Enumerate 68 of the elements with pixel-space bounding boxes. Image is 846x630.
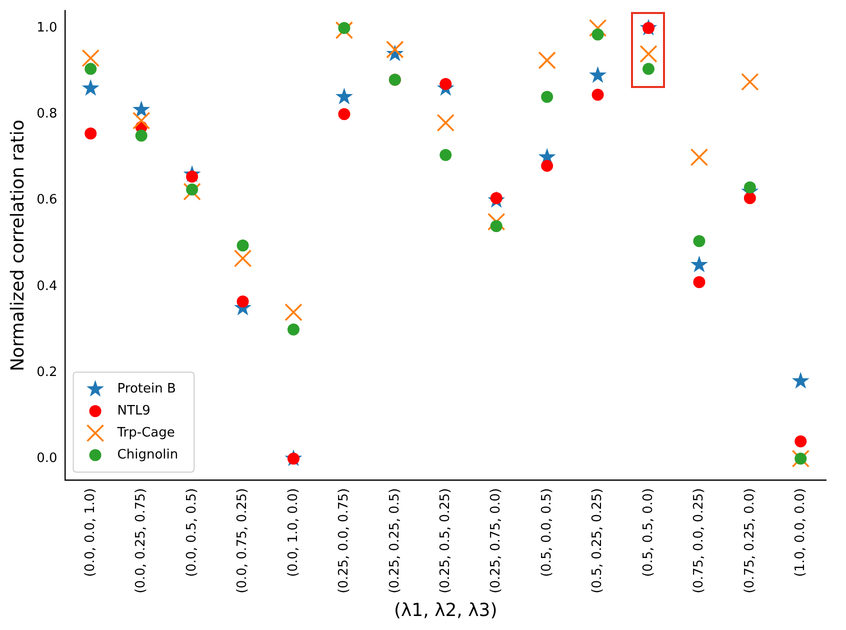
point bbox=[287, 323, 300, 336]
x-tick-label: (0.0, 1.0, 0.0) bbox=[286, 488, 301, 577]
point bbox=[693, 235, 706, 248]
y-tick-label: 0.0 bbox=[36, 451, 58, 466]
point bbox=[236, 295, 249, 308]
x-axis-title: (λ1, λ2, λ3) bbox=[394, 600, 498, 621]
point bbox=[690, 256, 708, 272]
x-tick-label: (0.0, 0.75, 0.25) bbox=[235, 488, 250, 594]
point bbox=[640, 44, 658, 63]
y-axis-title: Normalized correlation ratio bbox=[7, 120, 28, 372]
point bbox=[642, 62, 654, 75]
x-tick-label: (0.25, 0.0, 0.75) bbox=[336, 488, 352, 594]
x-tick-label: (0.25, 0.5, 0.25) bbox=[438, 488, 454, 594]
x-tick-label: (0.25, 0.75, 0.0) bbox=[488, 488, 504, 594]
x-tick-label: (0.5, 0.0, 0.5) bbox=[539, 488, 554, 577]
point bbox=[186, 184, 198, 196]
point bbox=[132, 112, 150, 130]
y-tick-label: 0.2 bbox=[36, 364, 58, 380]
point bbox=[490, 220, 502, 232]
point bbox=[135, 130, 148, 142]
point bbox=[541, 160, 554, 172]
point bbox=[284, 303, 302, 322]
point bbox=[84, 128, 97, 140]
x-tick-label: (0.75, 0.25, 0.0) bbox=[742, 488, 758, 594]
legend-label: Chignolin bbox=[117, 448, 178, 463]
point bbox=[589, 66, 607, 83]
point bbox=[82, 49, 100, 68]
x-tick-label: (0.0, 0.5, 0.5) bbox=[184, 488, 200, 577]
x-tick-label: (0.0, 0.0, 1.0) bbox=[83, 488, 98, 577]
y-tick-label: 0.8 bbox=[36, 106, 58, 122]
x-tick-label: (0.5, 0.5, 0.0) bbox=[640, 488, 656, 577]
x-tick-label: (1.0, 0.0, 0.0) bbox=[793, 488, 808, 577]
point bbox=[592, 88, 604, 101]
point bbox=[436, 114, 455, 132]
legend-label: Trp-Cage bbox=[116, 426, 175, 441]
point bbox=[794, 452, 807, 465]
point bbox=[744, 181, 756, 194]
x-tick-label: (0.75, 0.0, 0.25) bbox=[692, 488, 707, 594]
point bbox=[234, 250, 252, 268]
point bbox=[236, 239, 249, 252]
legend-label: NTL9 bbox=[117, 404, 150, 419]
point bbox=[440, 149, 452, 162]
point bbox=[386, 40, 404, 58]
x-tick-label: (0.5, 0.25, 0.25) bbox=[590, 488, 606, 594]
point bbox=[338, 22, 350, 34]
legend-label: Protein B bbox=[117, 382, 176, 397]
point bbox=[741, 72, 759, 91]
point bbox=[84, 62, 97, 75]
x-tick-label: (0.0, 0.25, 0.75) bbox=[134, 488, 149, 594]
y-tick-label: 0.6 bbox=[36, 192, 58, 208]
point bbox=[541, 90, 554, 103]
x-tick-label: (0.25, 0.25, 0.5) bbox=[387, 488, 402, 594]
point bbox=[335, 88, 353, 104]
y-tick-label: 1.0 bbox=[36, 20, 58, 36]
point bbox=[690, 148, 708, 166]
point bbox=[132, 100, 150, 118]
point bbox=[440, 78, 452, 90]
point bbox=[592, 28, 604, 40]
point bbox=[338, 108, 350, 120]
point bbox=[744, 192, 756, 204]
point bbox=[487, 212, 506, 231]
point bbox=[588, 19, 607, 37]
point bbox=[693, 276, 706, 288]
y-tick-label: 0.4 bbox=[36, 278, 58, 294]
point bbox=[794, 435, 807, 448]
point bbox=[82, 79, 100, 96]
point bbox=[792, 372, 810, 389]
point bbox=[538, 51, 556, 70]
